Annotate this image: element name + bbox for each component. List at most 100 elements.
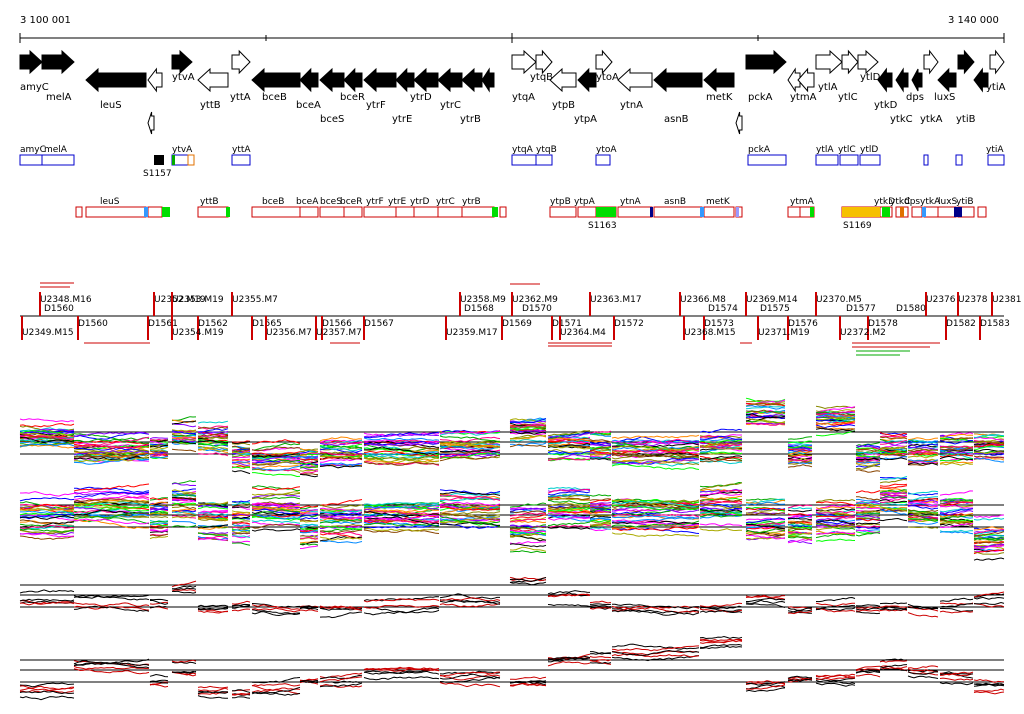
feature-s1157-box[interactable] — [154, 155, 164, 165]
feature2-box[interactable] — [787, 206, 801, 218]
feature2-box[interactable] — [653, 206, 703, 218]
feature2-box[interactable] — [343, 206, 363, 218]
gene-arrow[interactable] — [437, 67, 463, 93]
feature1-box[interactable] — [747, 154, 787, 166]
feature1-box[interactable] — [41, 154, 75, 166]
gene-arrow[interactable] — [481, 67, 495, 93]
feature1-label: pckA — [748, 145, 771, 155]
gene-arrow[interactable] — [923, 49, 939, 75]
gene-arrow[interactable] — [911, 68, 923, 92]
gene-arrow[interactable] — [535, 49, 553, 75]
feature2-box[interactable] — [413, 206, 439, 218]
gene-arrow[interactable] — [19, 49, 43, 75]
feature2-box[interactable] — [499, 206, 507, 218]
coord-left-label: 3 100 001 — [20, 15, 71, 26]
feature1-box[interactable] — [535, 154, 553, 166]
gene-arrow[interactable] — [973, 67, 989, 93]
gene-arrow[interactable] — [41, 49, 75, 75]
gene-label: bceB — [262, 92, 287, 103]
gene-arrow[interactable] — [147, 67, 163, 93]
gene-arrow[interactable] — [937, 67, 957, 93]
feature2-label: ytpA — [574, 197, 596, 207]
feature2-box[interactable] — [75, 206, 83, 218]
feature1-box[interactable] — [231, 154, 251, 166]
gene-arrow[interactable] — [549, 67, 577, 93]
feature2-label: ytrF — [366, 197, 384, 207]
feature2-box[interactable] — [703, 206, 735, 218]
feature1-box[interactable] — [815, 154, 839, 166]
gene-arrow[interactable] — [745, 49, 787, 75]
gene-arrow[interactable] — [413, 67, 439, 93]
feature2-box[interactable] — [923, 206, 939, 218]
gene-arrow[interactable] — [363, 67, 397, 93]
gene-arrow[interactable] — [343, 67, 363, 93]
feature2-box[interactable] — [911, 206, 923, 218]
feature2-box[interactable] — [461, 206, 495, 218]
feature-s1163-box[interactable] — [596, 207, 616, 217]
gene-arrow[interactable] — [461, 67, 483, 93]
gene-arrow[interactable] — [511, 49, 537, 75]
gene-arrow[interactable] — [797, 67, 815, 93]
feature2-box[interactable] — [395, 206, 415, 218]
gene-label: bceR — [340, 92, 365, 103]
feature1-label: ytqB — [536, 145, 557, 155]
feature2-box[interactable] — [197, 206, 229, 218]
gene-arrow[interactable] — [577, 67, 597, 93]
feature2-box[interactable] — [299, 206, 319, 218]
segment-label: D1570 — [522, 304, 552, 314]
segment-label: U2356.M7 — [266, 328, 312, 338]
gene-arrow[interactable] — [877, 67, 893, 93]
gene-arrow[interactable] — [299, 67, 319, 93]
gene-label: bceA — [296, 100, 321, 111]
segment-label: D1574 — [708, 304, 738, 314]
gene-arrow[interactable] — [595, 49, 613, 75]
feature2-box[interactable] — [251, 206, 301, 218]
feature2-box[interactable] — [85, 206, 147, 218]
gene-arrow[interactable] — [653, 67, 703, 93]
feature1-box[interactable] — [987, 154, 1005, 166]
gene-arrow[interactable] — [989, 49, 1005, 75]
gene-arrow[interactable] — [197, 67, 229, 93]
gene-arrow[interactable] — [171, 49, 193, 75]
segment-label: U2366.M8 — [680, 295, 726, 305]
feature2-box[interactable] — [319, 206, 345, 218]
feature2-box[interactable] — [977, 206, 987, 218]
gene-arrow[interactable] — [895, 67, 909, 93]
gene-arrow[interactable] — [841, 49, 859, 75]
feature2-box[interactable] — [363, 206, 397, 218]
feature2-label: dps — [904, 197, 920, 207]
gene-arrow[interactable] — [85, 67, 147, 93]
feature1-box[interactable] — [839, 154, 859, 166]
feature2-box[interactable] — [147, 206, 163, 218]
gene-label: asnB — [664, 114, 689, 125]
gene-arrow[interactable] — [957, 49, 975, 75]
feature1-box[interactable] — [859, 154, 881, 166]
feature1-box[interactable] — [955, 154, 963, 166]
feature1-box[interactable] — [19, 154, 43, 166]
feature2-label: ytkC — [890, 197, 910, 207]
expression-profiles — [19, 397, 1005, 701]
gene-arrow[interactable] — [787, 67, 801, 93]
gene-arrow[interactable] — [857, 49, 879, 75]
feature1-box[interactable] — [511, 154, 537, 166]
feature1-box[interactable] — [595, 154, 611, 166]
gene-arrow[interactable] — [231, 49, 251, 75]
gene-arrow[interactable] — [703, 67, 735, 93]
gene-arrow[interactable] — [395, 67, 415, 93]
gene-arrow[interactable] — [617, 67, 653, 93]
feature2-label: ytkA — [920, 197, 941, 207]
feature1-box[interactable] — [923, 154, 929, 166]
feature2-box[interactable] — [437, 206, 463, 218]
feature2-box[interactable] — [577, 206, 597, 218]
gene-arrow[interactable] — [319, 67, 345, 93]
feature2-box[interactable] — [617, 206, 653, 218]
feature2-label: ytrB — [462, 197, 481, 207]
feature2-box[interactable] — [937, 206, 957, 218]
feature2-box[interactable] — [549, 206, 577, 218]
gene-arrow[interactable] — [815, 49, 843, 75]
gene-arrow[interactable] — [251, 67, 301, 93]
gene-arrow[interactable] — [147, 111, 155, 135]
segment-label: U2355.M7 — [232, 295, 278, 305]
feature-s1169-box[interactable] — [842, 207, 880, 217]
gene-arrow[interactable] — [735, 111, 743, 135]
